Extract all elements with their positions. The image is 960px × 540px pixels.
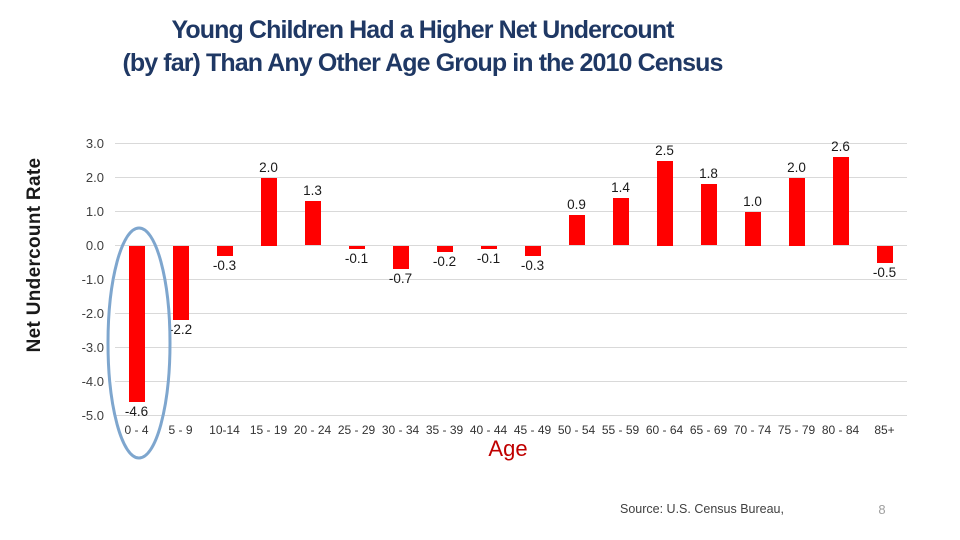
x-tick-label: 65 - 69 xyxy=(689,423,728,437)
x-tick-label: 70 - 74 xyxy=(733,423,772,437)
data-label: -0.3 xyxy=(212,257,237,273)
x-tick-label: 25 - 29 xyxy=(337,423,376,437)
bar-10-14 xyxy=(216,245,233,256)
gridline xyxy=(114,381,907,382)
data-label: 1.0 xyxy=(743,193,762,209)
bar-65-69 xyxy=(700,184,717,246)
data-label: -0.2 xyxy=(432,254,457,270)
x-tick-label: 40 - 44 xyxy=(469,423,508,437)
bar-75-79 xyxy=(788,177,805,246)
data-label: -0.1 xyxy=(476,250,501,266)
y-tick-label: -2.0 xyxy=(81,305,104,321)
slide-title-line2: (by far) Than Any Other Age Group in the… xyxy=(122,49,723,77)
y-tick-label: -4.0 xyxy=(81,373,104,389)
y-tick-label: 1.0 xyxy=(85,203,104,219)
slide-title: Young Children Had a Higher Net Undercou… xyxy=(0,14,845,80)
x-tick-label: 30 - 34 xyxy=(381,423,420,437)
data-label: 1.4 xyxy=(611,179,630,195)
x-tick-label: 85+ xyxy=(874,423,895,437)
y-tick-label: 3.0 xyxy=(85,135,104,151)
bar-30-34 xyxy=(392,245,409,270)
data-label: 1.3 xyxy=(303,183,322,199)
data-label: 0.9 xyxy=(567,196,586,212)
x-tick-label: 15 - 19 xyxy=(249,423,288,437)
bar-85+ xyxy=(876,245,893,263)
bar-15-19 xyxy=(260,177,277,246)
x-tick-label: 10-14 xyxy=(209,423,240,437)
data-label: 1.8 xyxy=(699,166,718,182)
data-label: -4.6 xyxy=(124,403,149,419)
x-tick-label: 45 - 49 xyxy=(513,423,552,437)
bar-80-84 xyxy=(832,157,849,246)
data-label: -2.2 xyxy=(168,322,193,338)
gridline xyxy=(114,279,907,280)
data-label: -0.1 xyxy=(344,250,369,266)
data-label: 2.0 xyxy=(259,159,278,175)
y-tick-label: 0.0 xyxy=(85,237,104,253)
bar-5-9 xyxy=(172,245,189,321)
data-label: -0.7 xyxy=(388,271,413,287)
y-axis-title: Net Undercount Rate xyxy=(24,157,45,353)
bar-20-24 xyxy=(304,201,321,246)
data-label: 2.0 xyxy=(787,159,806,175)
y-tick-label: 2.0 xyxy=(85,169,104,185)
y-tick-label: -1.0 xyxy=(81,271,104,287)
bar-0-4 xyxy=(128,245,145,402)
data-label: -0.5 xyxy=(872,264,897,280)
page-number: 8 xyxy=(878,502,886,517)
y-tick-label: -3.0 xyxy=(81,339,104,355)
gridline xyxy=(114,177,907,178)
gridline xyxy=(114,143,907,144)
slide-title-line1: Young Children Had a Higher Net Undercou… xyxy=(171,16,674,44)
x-tick-label: 5 - 9 xyxy=(168,423,193,437)
data-label: -0.3 xyxy=(520,257,545,273)
x-tick-label: 60 - 64 xyxy=(645,423,684,437)
data-label: 2.6 xyxy=(831,139,850,155)
source-text: Source: U.S. Census Bureau, xyxy=(620,502,784,516)
gridline xyxy=(114,313,907,314)
x-axis-title: Age xyxy=(488,436,528,461)
x-tick-label: 50 - 54 xyxy=(557,423,596,437)
bar-40-44 xyxy=(480,245,497,249)
bar-55-59 xyxy=(612,197,629,246)
bar-25-29 xyxy=(348,245,365,249)
gridline xyxy=(114,415,907,416)
bar-50-54 xyxy=(568,214,585,246)
gridline xyxy=(114,245,907,246)
gridline xyxy=(114,211,907,212)
bar-60-64 xyxy=(656,160,673,246)
x-tick-label: 55 - 59 xyxy=(601,423,640,437)
data-label: 2.5 xyxy=(655,142,674,158)
y-tick-label: -5.0 xyxy=(81,407,104,423)
x-tick-label: 20 - 24 xyxy=(293,423,332,437)
bar-35-39 xyxy=(436,245,453,253)
x-tick-label: 75 - 79 xyxy=(777,423,816,437)
bar-70-74 xyxy=(744,211,761,246)
x-tick-label: 35 - 39 xyxy=(425,423,464,437)
bar-45-49 xyxy=(524,245,541,256)
x-tick-label: 80 - 84 xyxy=(821,423,860,437)
gridline xyxy=(114,347,907,348)
